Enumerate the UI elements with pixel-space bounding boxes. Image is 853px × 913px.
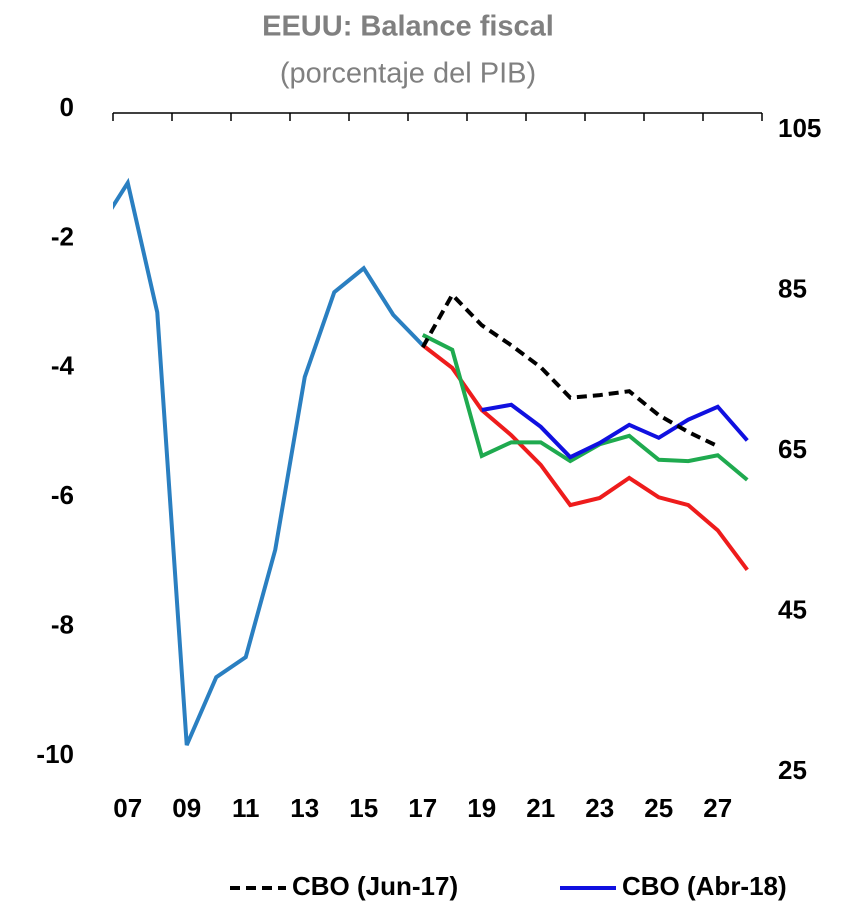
y-tick-label: -2 [51,221,74,251]
y-tick-label: 0 [60,92,74,122]
x-tick-label: 15 [349,793,378,823]
series-line [421,343,749,571]
legend-label: CBO (Abr-18) [622,871,787,901]
legend-label: CBO (Jun-17) [292,871,458,901]
x-tick-label: 17 [408,793,437,823]
y-tick-label: -8 [51,609,74,639]
y-tick-label: -4 [51,351,75,381]
x-tick-label: 11 [232,793,260,823]
x-tick-label: 25 [644,793,673,823]
chart-subtitle: (porcentaje del PIB) [280,58,536,90]
chart-title: EEUU: Balance fiscal [262,11,554,43]
x-tick-label: 09 [172,793,201,823]
series-line [113,177,425,746]
y2-tick-label: 105 [778,113,821,143]
y2-tick-label: 65 [778,434,807,464]
y-tick-label: -6 [51,480,74,510]
series-line [421,291,719,449]
x-tick-label: 07 [113,793,142,823]
x-tick-label: 27 [703,793,732,823]
x-tick-label: 19 [467,793,496,823]
x-tick-label: 23 [585,793,614,823]
y-tick-label: -10 [36,739,74,769]
x-tick-label: 13 [290,793,319,823]
y2-tick-label: 85 [778,273,807,303]
y2-tick-label: 25 [778,755,807,785]
series-line [481,402,749,460]
series-line [421,333,749,482]
x-tick-label: 21 [526,793,555,823]
y2-tick-label: 45 [778,594,807,624]
